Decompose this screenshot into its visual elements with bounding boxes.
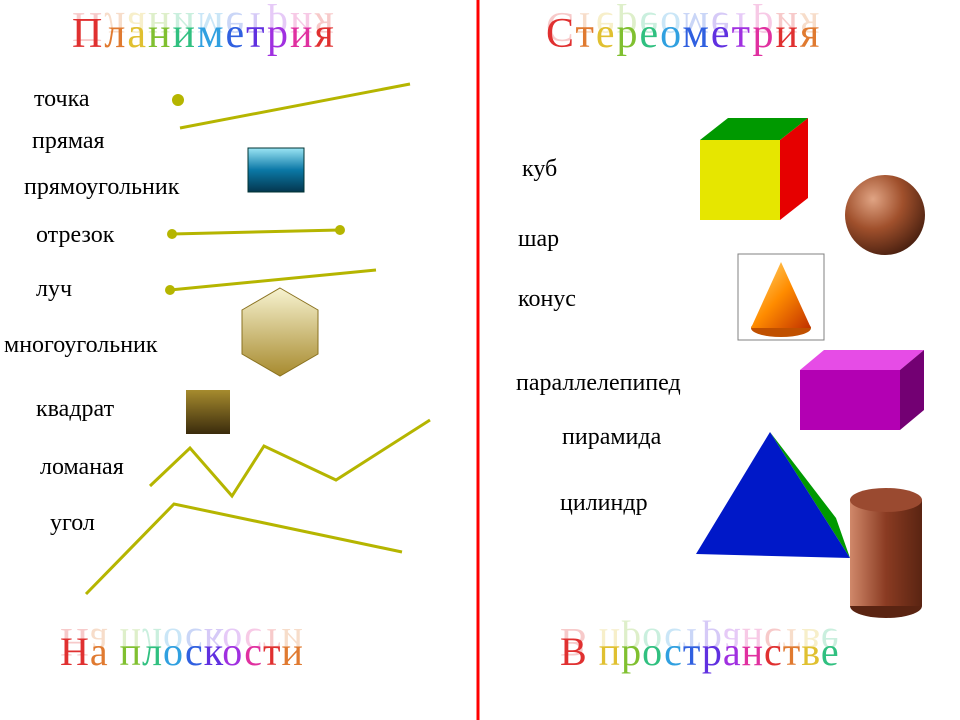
stage: Планиметрия Планиметрия Стереометрия Сте…	[0, 0, 960, 720]
shape-pyramid	[696, 432, 850, 558]
shape-hexagon	[242, 288, 318, 376]
shape-square	[186, 390, 230, 434]
shape-sphere	[845, 175, 925, 255]
shape-point	[172, 94, 184, 106]
shape-rectangle	[248, 148, 304, 192]
shape-angle	[86, 504, 402, 594]
shape-ray	[165, 270, 376, 295]
shapes-layer	[0, 0, 960, 720]
shape-cylinder	[850, 488, 922, 618]
shape-cone	[738, 254, 824, 340]
shape-line	[180, 84, 410, 128]
shape-segment	[167, 225, 345, 239]
shape-parallelepiped	[800, 350, 924, 430]
shape-cube	[700, 118, 808, 220]
